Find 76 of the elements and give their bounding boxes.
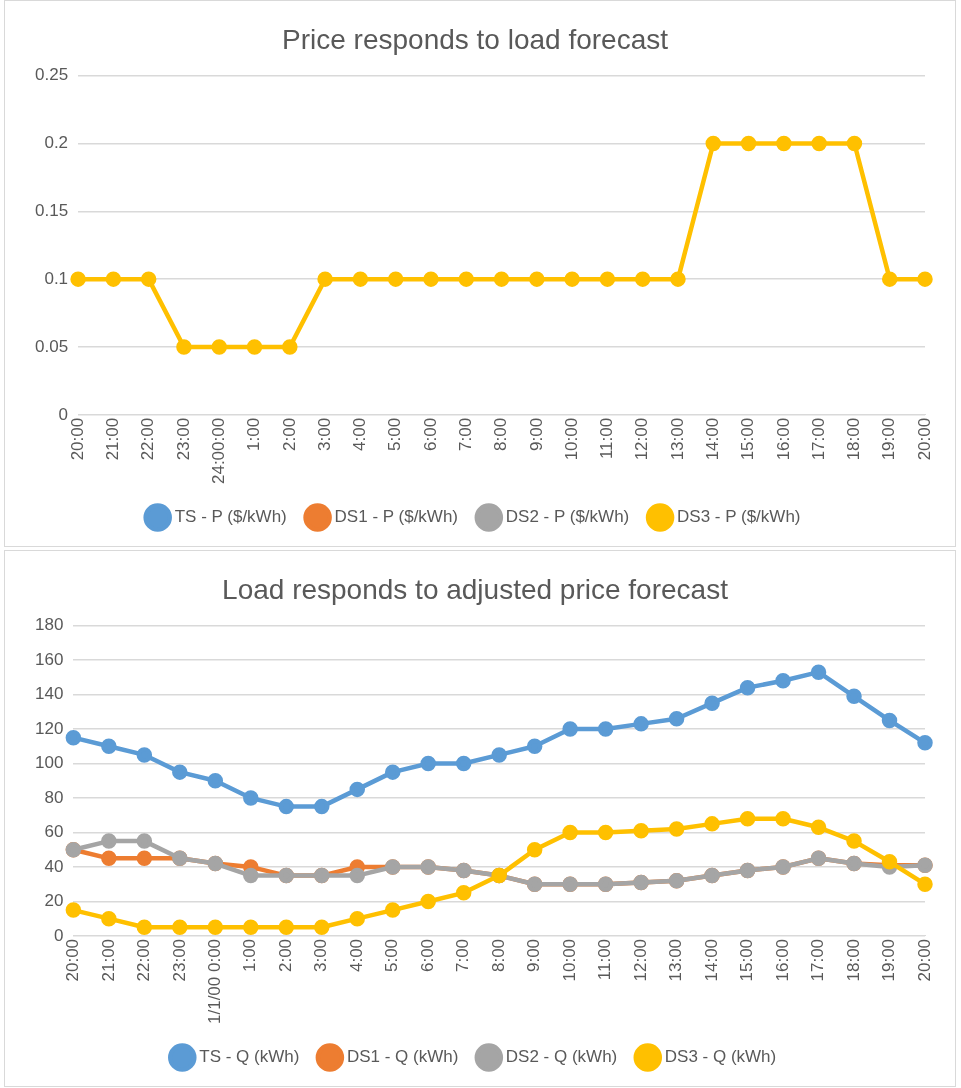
- x-tick-label: 18:00: [843, 938, 863, 982]
- x-tick-label: 12:00: [632, 417, 652, 461]
- x-tick-label: 22:00: [134, 938, 154, 982]
- x-tick-label: 20:00: [914, 938, 934, 982]
- x-tick-label: 8:00: [491, 417, 511, 451]
- x-tick-label: 12:00: [630, 938, 650, 982]
- x-tick-label: 2:00: [279, 417, 299, 451]
- x-tick-label: 4:00: [350, 417, 370, 451]
- y-tick-label: 0: [58, 404, 69, 424]
- y-tick-label: 140: [34, 684, 64, 704]
- x-tick-label: 2:00: [275, 938, 295, 973]
- x-tick-label: 14:00: [702, 417, 722, 461]
- y-tick-label: 0.25: [34, 65, 69, 85]
- y-tick-label: 0.15: [34, 200, 69, 220]
- legend-label: DS3 - P ($/kWh): [677, 507, 801, 527]
- x-tick-label: 11:00: [595, 938, 615, 981]
- x-tick-label: 3:00: [311, 938, 331, 973]
- x-tick-label: 24:00:00: [208, 417, 228, 485]
- x-tick-label: 17:00: [808, 417, 828, 461]
- x-tick-label: 19:00: [879, 417, 899, 461]
- y-tick-label: 180: [34, 615, 64, 635]
- x-tick-label: 20:00: [914, 417, 934, 461]
- x-tick-label: 5:00: [382, 938, 402, 973]
- chart-title: Load responds to adjusted price forecast: [222, 573, 729, 605]
- legend-label: DS3 - Q (kWh): [664, 1047, 777, 1067]
- x-tick-label: 10:00: [561, 417, 581, 461]
- y-tick-label: 40: [44, 856, 64, 876]
- x-tick-label: 3:00: [314, 417, 334, 451]
- x-tick-label: 13:00: [666, 938, 686, 982]
- y-tick-label: 0.2: [44, 133, 69, 153]
- y-tick-label: 160: [34, 649, 64, 669]
- x-tick-label: 14:00: [701, 938, 721, 982]
- x-tick-label: 5:00: [385, 417, 405, 451]
- y-tick-label: 120: [34, 718, 64, 738]
- legend-label: TS - P ($/kWh): [174, 507, 287, 527]
- y-tick-label: 80: [44, 787, 64, 807]
- x-tick-label: 8:00: [488, 938, 508, 973]
- y-tick-label: 0: [53, 925, 64, 945]
- x-tick-label: 21:00: [98, 938, 118, 982]
- x-tick-label: 13:00: [667, 417, 687, 461]
- x-tick-label: 22:00: [138, 417, 158, 461]
- x-tick-label: 10:00: [559, 938, 579, 982]
- x-tick-label: 15:00: [737, 938, 757, 982]
- x-tick-label: 7:00: [455, 417, 475, 451]
- x-tick-label: 9:00: [524, 938, 544, 973]
- y-tick-label: 100: [34, 753, 64, 773]
- x-tick-label: 7:00: [453, 938, 473, 973]
- legend-label: DS1 - Q (kWh): [346, 1047, 459, 1067]
- x-tick-label: 16:00: [772, 938, 792, 982]
- x-tick-label: 21:00: [103, 417, 123, 461]
- x-tick-label: 15:00: [738, 417, 758, 461]
- x-tick-label: 4:00: [346, 938, 366, 973]
- x-tick-label: 20:00: [67, 417, 87, 461]
- y-tick-label: 0.1: [44, 268, 69, 288]
- x-tick-label: 6:00: [420, 417, 440, 451]
- chart-title: Price responds to load forecast: [282, 23, 669, 55]
- y-tick-label: 0.05: [34, 336, 69, 356]
- x-tick-label: 1:00: [240, 938, 260, 973]
- x-tick-label: 20:00: [63, 938, 83, 982]
- y-tick-label: 20: [44, 891, 64, 911]
- legend-label: DS2 - Q (kWh): [505, 1047, 618, 1067]
- x-tick-label: 1:00: [244, 417, 264, 451]
- x-tick-label: 16:00: [773, 417, 793, 461]
- legend-label: DS1 - P ($/kWh): [334, 507, 459, 527]
- x-tick-label: 18:00: [844, 417, 864, 461]
- x-tick-label: 17:00: [808, 938, 828, 982]
- x-tick-label: 1/1/00 0:00: [204, 938, 224, 1024]
- legend-label: TS - Q (kWh): [199, 1047, 300, 1067]
- x-tick-label: 19:00: [879, 938, 899, 982]
- x-tick-label: 6:00: [417, 938, 437, 973]
- legend-label: DS2 - P ($/kWh): [505, 507, 630, 527]
- x-tick-label: 9:00: [526, 417, 546, 451]
- x-tick-label: 23:00: [169, 938, 189, 982]
- y-tick-label: 60: [44, 822, 64, 842]
- x-tick-label: 23:00: [173, 417, 193, 461]
- x-tick-label: 11:00: [597, 417, 617, 460]
